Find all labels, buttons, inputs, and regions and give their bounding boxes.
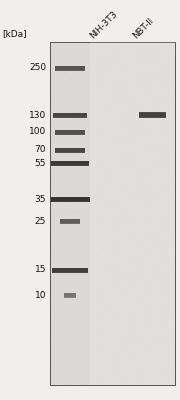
- Text: 130: 130: [29, 110, 46, 120]
- Bar: [55, 148, 85, 152]
- Text: 55: 55: [35, 158, 46, 168]
- Bar: [55, 66, 85, 70]
- Bar: [60, 219, 80, 222]
- Text: 15: 15: [35, 266, 46, 274]
- Bar: [55, 148, 85, 152]
- Bar: [51, 160, 89, 166]
- Text: 250: 250: [29, 64, 46, 72]
- Text: 100: 100: [29, 128, 46, 136]
- Bar: [139, 113, 166, 117]
- Text: 25: 25: [35, 216, 46, 226]
- Bar: [139, 112, 166, 118]
- Bar: [51, 161, 89, 164]
- Bar: [53, 113, 87, 116]
- Bar: [90, 42, 175, 385]
- Bar: [50, 197, 90, 200]
- Bar: [60, 218, 80, 224]
- Bar: [55, 66, 85, 70]
- Bar: [53, 112, 87, 118]
- Text: 10: 10: [35, 290, 46, 300]
- Bar: [50, 42, 175, 385]
- Bar: [64, 293, 76, 296]
- Bar: [50, 196, 90, 202]
- Text: NBT-II: NBT-II: [132, 16, 156, 40]
- Text: 70: 70: [35, 146, 46, 154]
- Bar: [55, 130, 85, 134]
- Text: 35: 35: [35, 194, 46, 204]
- Text: NIH-3T3: NIH-3T3: [89, 9, 120, 40]
- Text: [kDa]: [kDa]: [2, 29, 27, 38]
- Bar: [52, 268, 88, 272]
- Bar: [52, 268, 88, 272]
- Bar: [55, 130, 85, 134]
- Bar: [64, 292, 76, 298]
- Bar: [50, 42, 175, 385]
